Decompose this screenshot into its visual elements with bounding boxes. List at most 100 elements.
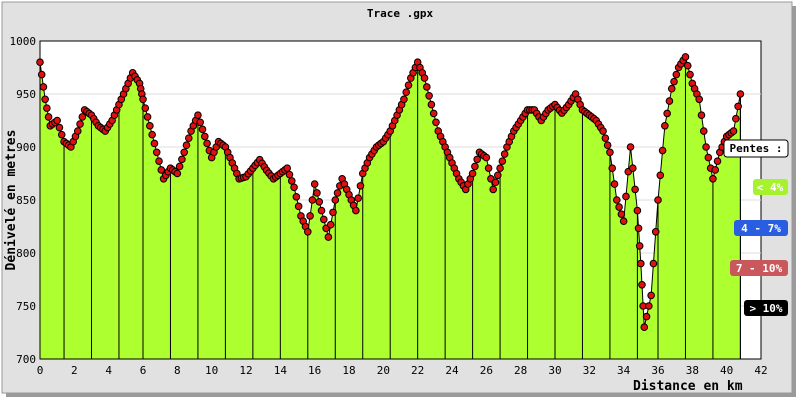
panel-shadow-bottom: [6, 393, 796, 397]
data-marker: [400, 95, 408, 104]
data-marker: [317, 206, 326, 215]
data-marker: [196, 118, 205, 127]
data-marker: [702, 143, 710, 151]
data-marker: [143, 113, 152, 121]
data-marker: [471, 162, 479, 171]
data-marker: [634, 224, 643, 233]
y-tick-label: 800: [16, 247, 36, 260]
data-marker: [420, 74, 429, 82]
data-marker: [734, 102, 742, 111]
data-marker: [304, 228, 312, 236]
legend-swatch-black: [744, 300, 788, 316]
data-marker: [36, 58, 44, 67]
data-marker: [43, 104, 51, 112]
legend-label-blue: 4 - 7%: [741, 222, 781, 235]
data-marker: [647, 291, 655, 300]
data-marker: [152, 148, 161, 157]
data-marker: [619, 217, 628, 225]
data-marker: [642, 312, 651, 321]
data-marker: [482, 153, 491, 162]
legend-label-green: < 4%: [757, 181, 784, 194]
data-marker: [629, 164, 637, 172]
legend-swatch-red: [730, 260, 788, 276]
x-tick-label: 40: [720, 364, 733, 377]
data-marker: [175, 162, 184, 171]
x-tick-label: 12: [239, 364, 252, 377]
x-tick-label: 38: [686, 364, 699, 377]
y-tick-labels: 700 750 800 850 900 950 1000: [10, 35, 37, 366]
data-marker: [484, 164, 493, 172]
data-marker: [76, 120, 84, 128]
data-marker: [294, 202, 303, 211]
data-marker: [146, 122, 154, 130]
data-marker: [626, 143, 635, 151]
data-marker: [491, 178, 500, 187]
data-marker: [713, 157, 722, 165]
data-marker: [615, 203, 623, 211]
data-marker: [73, 127, 82, 135]
legend-title: Pentes :: [730, 142, 783, 155]
legend: Pentes : < 4% 4 - 7% 7 - 10% > 10%: [723, 139, 789, 316]
x-tick-label: 8: [174, 364, 181, 377]
data-marker: [610, 180, 619, 188]
data-marker: [308, 196, 317, 204]
data-marker: [606, 148, 614, 157]
x-tick-label: 32: [583, 364, 596, 377]
data-marker: [670, 77, 678, 86]
data-marker: [496, 164, 504, 172]
data-marker: [498, 157, 507, 165]
x-tick-label: 36: [651, 364, 664, 377]
data-marker: [356, 182, 365, 190]
y-tick-label: 1000: [10, 35, 37, 48]
x-tick-label: 24: [445, 364, 459, 377]
x-tick-label: 26: [480, 364, 493, 377]
data-marker: [633, 206, 642, 215]
data-marker: [672, 70, 681, 79]
data-marker: [155, 157, 163, 165]
data-marker: [667, 84, 676, 93]
data-marker: [324, 233, 333, 241]
data-marker: [663, 109, 671, 118]
data-marker: [39, 83, 48, 91]
data-marker: [622, 192, 630, 201]
data-marker: [736, 90, 745, 98]
data-marker: [729, 127, 738, 135]
data-marker: [709, 175, 717, 183]
data-marker: [157, 166, 166, 174]
data-marker: [139, 95, 147, 104]
data-marker: [427, 100, 436, 109]
data-marker: [180, 148, 188, 157]
data-marker: [651, 228, 660, 236]
data-marker: [656, 171, 665, 180]
legend-title-box: [723, 139, 789, 158]
data-marker: [173, 169, 182, 178]
x-tick-label: 6: [140, 364, 147, 377]
data-marker: [649, 259, 658, 268]
data-marker: [55, 123, 64, 132]
y-tick-label: 750: [16, 300, 36, 313]
data-marker: [141, 104, 150, 112]
segment-lines: [39, 56, 741, 359]
data-marker: [329, 208, 337, 217]
data-marker: [473, 155, 481, 164]
data-marker: [292, 193, 301, 201]
data-marker: [638, 281, 646, 289]
x-axis-label: Distance en km: [633, 379, 743, 394]
x-tick-label: 18: [342, 364, 355, 377]
data-marker: [41, 95, 49, 104]
legend-swatch-green: [753, 179, 788, 195]
data-marker: [665, 97, 674, 105]
data-marker: [354, 194, 362, 203]
y-tick-label: 700: [16, 353, 36, 366]
data-marker: [285, 170, 294, 179]
data-marker: [432, 118, 440, 127]
data-marker: [315, 197, 324, 206]
data-marker: [645, 302, 653, 310]
panel-shadow-right: [792, 6, 796, 397]
data-marker: [57, 130, 66, 139]
x-tick-label: 2: [71, 364, 78, 377]
data-marker: [148, 130, 156, 139]
data-marker: [686, 70, 694, 79]
data-marker: [313, 189, 321, 197]
legend-swatch-blue: [734, 220, 788, 236]
